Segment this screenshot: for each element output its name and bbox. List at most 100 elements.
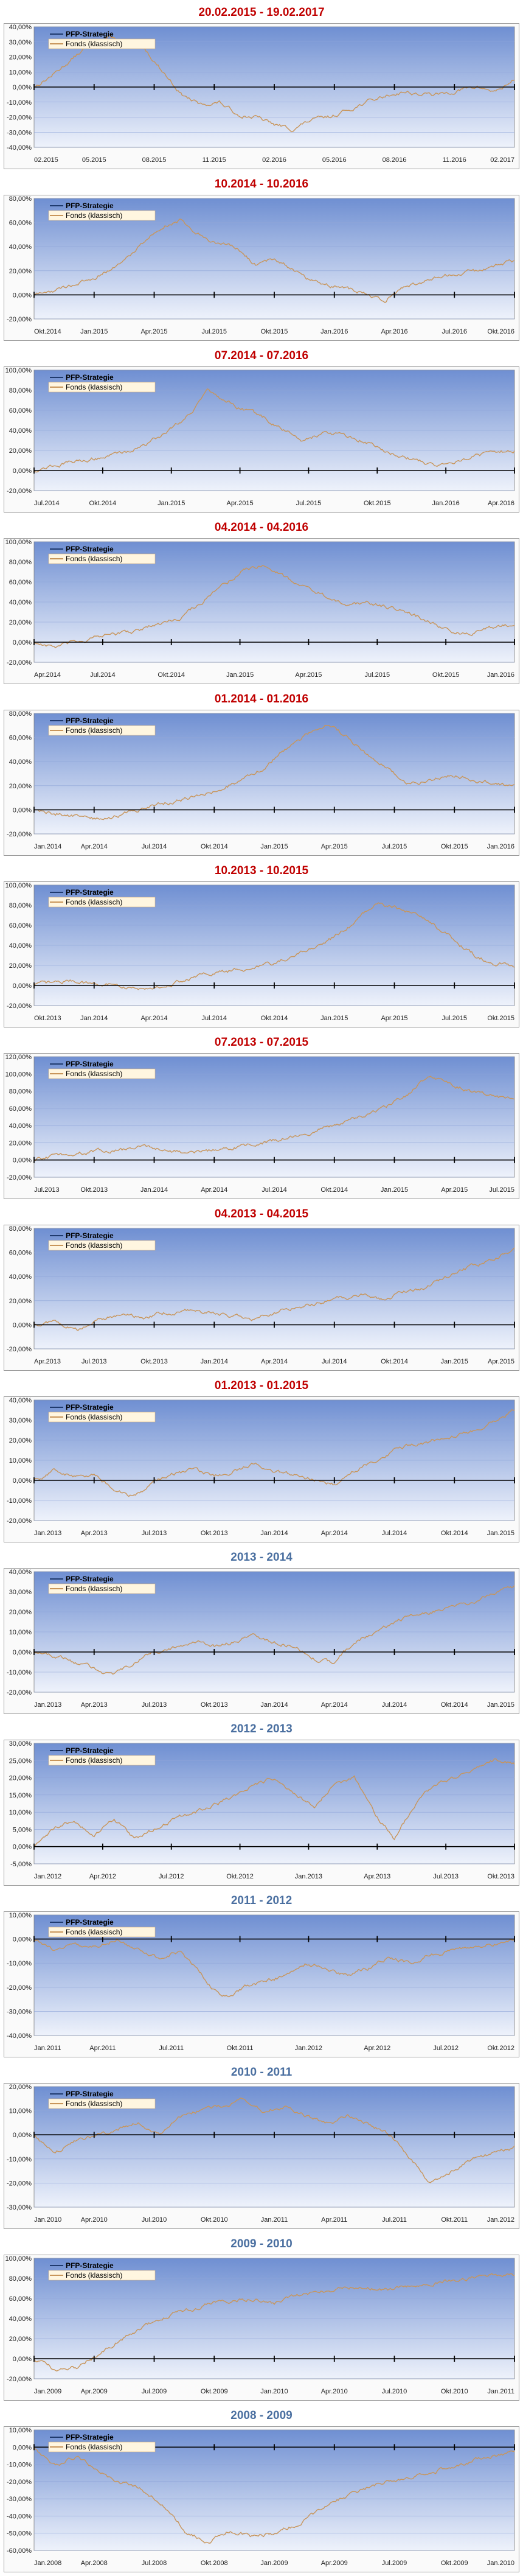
x-tick-label: Jan.2015 [487, 1530, 514, 1537]
legend-label-strategie: PFP-Strategie [66, 201, 114, 210]
x-tick-label: Okt.2009 [441, 2560, 468, 2567]
x-tick-label: Okt.2015 [441, 843, 468, 850]
y-tick-label: 40,00% [9, 1122, 32, 1130]
chart-svg: 40,00% 30,00% 20,00% 10,00% 0,00% -10,00% -20,… [7, 24, 515, 164]
x-tick-label: Jul.2008 [142, 2560, 167, 2567]
legend-label-strategie: PFP-Strategie [66, 1575, 114, 1583]
chart-title: 01.2013 - 01.2015 [214, 1379, 309, 1392]
y-tick-label: 80,00% [9, 195, 32, 203]
y-tick-label: 0,00% [13, 2132, 32, 2139]
x-tick-label: Jul.2015 [296, 500, 322, 507]
x-tick-label: Apr.2015 [321, 843, 348, 850]
x-tick-label: 02.2015 [34, 156, 58, 164]
legend-label-fonds: Fonds (klassisch) [66, 2443, 122, 2451]
x-tick-label: Apr.2008 [81, 2560, 108, 2567]
x-tick-label: Apr.2016 [381, 328, 407, 335]
x-tick-label: Jan.2012 [487, 2216, 514, 2224]
x-tick-label: Jan.2014 [80, 1015, 108, 1022]
x-tick-label: Jul.2009 [382, 2560, 407, 2567]
y-tick-label: 60,00% [9, 922, 32, 929]
y-tick-label: 100,00% [5, 1071, 32, 1078]
x-tick-label: Jan.2015 [487, 1701, 514, 1709]
legend-label-fonds: Fonds (klassisch) [66, 1241, 122, 1250]
y-tick-label: -20,00% [7, 1346, 32, 1353]
y-tick-label: 60,00% [9, 220, 32, 227]
y-tick-label: 0,00% [13, 292, 32, 299]
series-line-fonds [33, 388, 515, 473]
y-tick-label: -60,00% [7, 2547, 32, 2555]
legend-box-fonds [48, 1583, 156, 1594]
y-tick-label: 0,00% [13, 84, 32, 91]
chart-svg: 120,00% 100,00% 80,00% 60,00% 40,00% 20,00% 0,… [5, 1054, 515, 1194]
y-tick-label: -20,00% [7, 1003, 32, 1010]
x-tick-label: Apr.2013 [34, 1358, 61, 1365]
y-tick-label: 40,00% [9, 24, 32, 31]
legend-box-fonds [48, 38, 156, 49]
y-tick-label: 20,00% [9, 962, 32, 970]
chart-title: 2010 - 2011 [230, 2066, 293, 2079]
y-tick-label: 20,00% [9, 268, 32, 275]
x-tick-label: Jan.2010 [34, 2216, 61, 2224]
y-tick-label: 0,00% [13, 1936, 32, 1944]
legend-label-strategie: PFP-Strategie [66, 30, 114, 38]
y-tick-label: 20,00% [9, 1298, 32, 1305]
x-tick-label: 11.2016 [443, 156, 466, 164]
x-tick-label: Okt.2012 [487, 2045, 514, 2052]
legend-label-fonds: Fonds (klassisch) [66, 1928, 122, 1936]
y-tick-label: 10,00% [9, 69, 32, 76]
y-tick-label: 100,00% [5, 539, 32, 546]
x-tick-label: Apr.2015 [227, 500, 254, 507]
x-tick-label: Okt.2013 [80, 1186, 108, 1194]
y-tick-label: -10,00% [7, 2462, 32, 2469]
x-tick-label: Okt.2014 [158, 671, 185, 679]
y-tick-label: 40,00% [9, 1273, 32, 1281]
x-tick-label: Okt.2012 [226, 1873, 254, 1880]
x-tick-label: Jan.2016 [432, 500, 460, 507]
y-tick-label: 40,00% [9, 1397, 32, 1404]
x-tick-label: Okt.2013 [201, 1701, 228, 1709]
x-tick-label: Jul.2014 [142, 843, 167, 850]
y-tick-label: -40,00% [7, 2513, 32, 2520]
y-tick-label: 0,00% [13, 1321, 32, 1329]
series-line-fonds [33, 219, 515, 303]
y-tick-label: 60,00% [9, 1105, 32, 1113]
y-tick-label: 30,00% [9, 39, 32, 46]
series-line-fonds [33, 565, 515, 648]
x-tick-label: Apr.2014 [81, 843, 108, 850]
y-tick-label: 0,00% [13, 1844, 32, 1851]
y-tick-label: -40,00% [7, 144, 32, 152]
y-tick-label: 5,00% [13, 1826, 32, 1833]
x-tick-label: Jul.2015 [442, 1015, 467, 1022]
y-tick-label: -20,00% [7, 2180, 32, 2187]
x-tick-label: Jan.2012 [295, 2045, 322, 2052]
x-tick-label: Jul.2013 [433, 1873, 459, 1880]
legend-label-fonds: Fonds (klassisch) [66, 2099, 122, 2108]
legend-box-fonds [48, 1755, 156, 1766]
chart-title: 07.2014 - 07.2016 [214, 349, 309, 362]
y-tick-label: -20,00% [7, 1174, 32, 1181]
x-tick-label: Jan.2015 [80, 328, 108, 335]
legend-box-fonds [48, 2098, 156, 2109]
chart-title: 01.2014 - 01.2016 [214, 693, 309, 705]
series-line-fonds [33, 1585, 515, 1675]
legend-label-strategie: PFP-Strategie [66, 1060, 114, 1068]
y-tick-label: 0,00% [13, 982, 32, 990]
x-tick-label: Apr.2011 [89, 2045, 116, 2052]
legend-box-fonds [48, 1927, 156, 1937]
legend-label-fonds: Fonds (klassisch) [66, 1413, 122, 1421]
y-tick-label: -30,00% [7, 2496, 32, 2503]
y-tick-label: 10,00% [9, 2427, 32, 2434]
x-tick-label: Apr.2009 [81, 2388, 108, 2395]
y-tick-label: -30,00% [7, 2204, 32, 2211]
y-tick-label: 80,00% [9, 387, 32, 394]
x-tick-label: Jul.2014 [34, 500, 60, 507]
y-tick-label: 100,00% [5, 882, 32, 889]
x-tick-label: Jan.2015 [381, 1186, 408, 1194]
chart-svg: 100,00% 80,00% 60,00% 40,00% 20,00% 0,00% -20,… [5, 2255, 515, 2395]
y-tick-label: -30,00% [7, 2008, 32, 2015]
x-tick-label: Jul.2011 [159, 2045, 184, 2052]
legend-label-strategie: PFP-Strategie [66, 2433, 114, 2441]
y-tick-label: -20,00% [7, 488, 32, 495]
chart-title: 04.2013 - 04.2015 [214, 1208, 309, 1220]
x-tick-label: Okt.2014 [89, 500, 117, 507]
